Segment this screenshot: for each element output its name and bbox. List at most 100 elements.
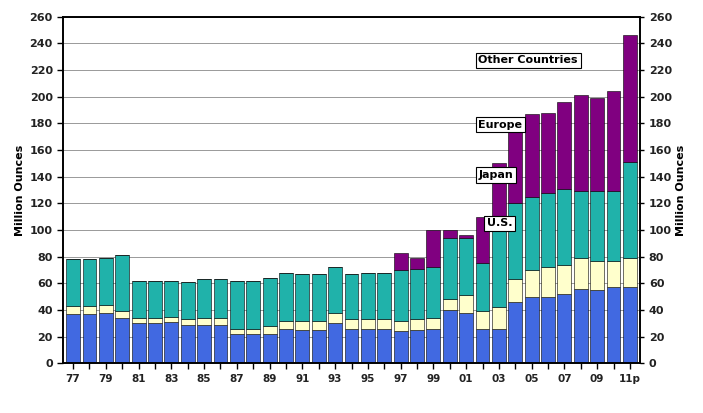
Bar (181, 282, 195, 319)
Bar (541, 267, 555, 297)
Bar (312, 321, 325, 330)
Bar (459, 235, 473, 238)
Bar (607, 261, 621, 287)
Bar (459, 238, 473, 295)
Bar (557, 294, 572, 363)
Bar (623, 35, 637, 162)
Bar (263, 278, 276, 326)
Bar (181, 325, 195, 363)
Bar (459, 295, 473, 313)
Bar (361, 319, 375, 329)
Bar (82, 259, 96, 306)
Bar (115, 311, 129, 318)
Text: Japan: Japan (478, 170, 513, 180)
Bar (574, 191, 588, 258)
Text: Other Countries: Other Countries (478, 55, 578, 65)
Bar (394, 253, 408, 270)
Bar (443, 230, 457, 238)
Bar (557, 265, 572, 294)
Bar (492, 329, 506, 363)
Bar (279, 273, 293, 321)
Bar (394, 321, 408, 331)
Bar (66, 259, 80, 306)
Bar (131, 318, 146, 323)
Bar (378, 319, 391, 329)
Bar (524, 297, 538, 363)
Bar (394, 331, 408, 363)
Bar (344, 274, 359, 319)
Bar (246, 281, 260, 329)
Bar (197, 325, 211, 363)
Bar (557, 102, 572, 189)
Bar (197, 279, 211, 318)
Bar (312, 274, 325, 321)
Bar (623, 287, 637, 363)
Bar (214, 318, 228, 325)
Text: U.S.: U.S. (487, 218, 512, 228)
Bar (541, 192, 555, 267)
Bar (279, 329, 293, 363)
Bar (607, 91, 621, 191)
Bar (246, 329, 260, 334)
Bar (66, 306, 80, 314)
Bar (410, 319, 424, 330)
Bar (99, 305, 112, 313)
Bar (475, 263, 489, 311)
Bar (524, 114, 538, 197)
Bar (82, 306, 96, 314)
Bar (328, 323, 342, 363)
Bar (165, 322, 179, 363)
Bar (214, 325, 228, 363)
Bar (181, 319, 195, 325)
Bar (443, 310, 457, 363)
Bar (574, 289, 588, 363)
Bar (263, 334, 276, 363)
Bar (197, 318, 211, 325)
Bar (410, 258, 424, 269)
Bar (115, 255, 129, 311)
Bar (443, 299, 457, 310)
Bar (410, 269, 424, 319)
Bar (574, 258, 588, 289)
Bar (492, 307, 506, 329)
Bar (524, 270, 538, 297)
Bar (246, 334, 260, 363)
Bar (295, 274, 309, 321)
Bar (295, 321, 309, 330)
Text: Europe: Europe (478, 119, 522, 130)
Bar (344, 329, 359, 363)
Bar (295, 330, 309, 363)
Bar (99, 313, 112, 363)
Bar (378, 329, 391, 363)
Bar (99, 258, 112, 305)
Bar (607, 287, 621, 363)
Bar (557, 189, 572, 265)
Bar (591, 290, 604, 363)
Bar (443, 238, 457, 299)
Bar (312, 330, 325, 363)
Bar (475, 311, 489, 329)
Bar (148, 323, 162, 363)
Bar (66, 314, 80, 363)
Bar (165, 281, 179, 317)
Bar (344, 319, 359, 329)
Bar (148, 318, 162, 323)
Bar (508, 302, 522, 363)
Bar (541, 113, 555, 192)
Bar (115, 318, 129, 363)
Bar (475, 217, 489, 263)
Bar (475, 329, 489, 363)
Bar (623, 162, 637, 258)
Bar (82, 314, 96, 363)
Bar (591, 261, 604, 290)
Bar (607, 191, 621, 261)
Bar (623, 258, 637, 287)
Y-axis label: Million Ounces: Million Ounces (676, 145, 686, 235)
Bar (230, 334, 244, 363)
Bar (508, 279, 522, 302)
Bar (361, 329, 375, 363)
Bar (230, 329, 244, 334)
Bar (508, 123, 522, 203)
Bar (427, 230, 440, 267)
Bar (328, 267, 342, 313)
